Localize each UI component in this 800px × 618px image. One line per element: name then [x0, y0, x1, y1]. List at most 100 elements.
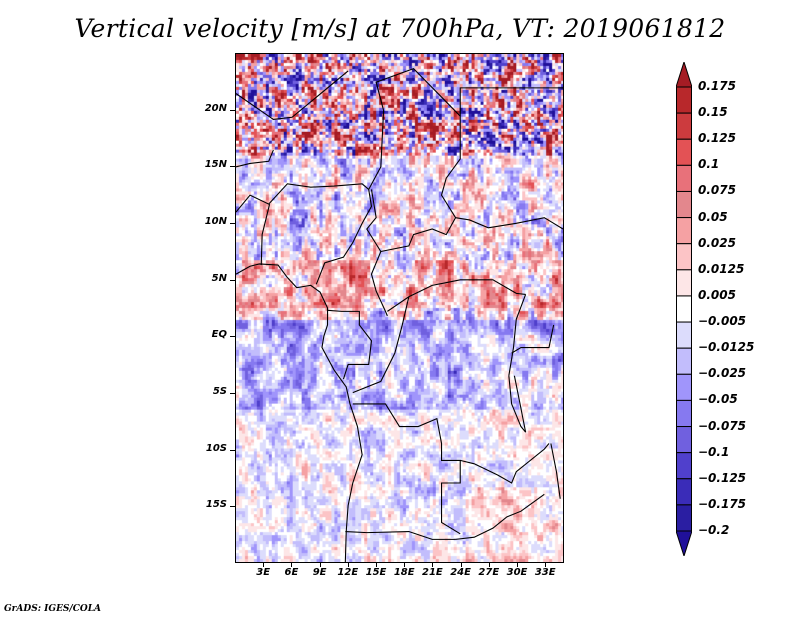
- border-line: [460, 443, 550, 484]
- border-line: [352, 403, 461, 535]
- border-line: [345, 530, 456, 540]
- colorbar-bottom-arrow: [676, 530, 692, 556]
- colorbar-label: 0.0125: [698, 261, 745, 276]
- border-line: [236, 183, 370, 213]
- colorbar-label: −0.05: [698, 392, 738, 407]
- lon-tick: [545, 563, 547, 567]
- colorbar-box: [676, 426, 692, 454]
- colorbar-label: −0.1: [698, 444, 730, 459]
- border-line: [508, 375, 527, 433]
- colorbar-box: [676, 399, 692, 428]
- colorbar-top-arrow: [676, 62, 692, 88]
- colorbar-box: [676, 373, 692, 401]
- colorbar-label: −0.125: [698, 470, 747, 485]
- lat-tick: [230, 166, 235, 168]
- border-line: [236, 149, 274, 168]
- border-line: [366, 189, 388, 317]
- lat-tick: [230, 223, 235, 224]
- border-line: [315, 189, 373, 285]
- lon-tick-label: 3E: [256, 567, 271, 578]
- map-plot-area: [235, 53, 564, 563]
- border-line: [368, 68, 461, 253]
- colorbar-box: [676, 295, 692, 323]
- lat-tick-label: 10N: [204, 216, 227, 227]
- colorbar-label: 0.075: [698, 183, 736, 198]
- lat-tick-label: 20N: [204, 102, 227, 114]
- colorbar-label: −0.2: [698, 523, 730, 537]
- border-line: [550, 443, 561, 499]
- colorbar-label: 0.125: [698, 131, 736, 146]
- lat-tick-label: 5N: [211, 272, 227, 284]
- lat-tick-label: 5S: [212, 386, 227, 397]
- lon-tick-label: 33E: [534, 567, 556, 578]
- lat-tick: [230, 109, 235, 111]
- colorbar-label: 0.15: [698, 105, 728, 120]
- colorbar-label: 0.1: [698, 157, 720, 172]
- lon-tick: [376, 563, 377, 567]
- colorbar-box: [676, 321, 692, 349]
- colorbar-label: 0.175: [698, 79, 736, 93]
- grads-credit: GrADS: IGES/COLA: [4, 604, 102, 614]
- lat-tick-label: 15N: [204, 159, 227, 171]
- lon-tick-label: 18E: [393, 567, 415, 578]
- colorbar-label: −0.025: [698, 366, 747, 381]
- border-line: [236, 263, 363, 562]
- colorbar-box: [676, 112, 692, 140]
- colorbar-box: [676, 478, 692, 506]
- lat-tick: [230, 279, 235, 281]
- colorbar-label: 0.05: [698, 209, 728, 224]
- colorbar-label: −0.175: [698, 496, 747, 511]
- lon-tick: [319, 563, 321, 567]
- border-line: [511, 324, 555, 354]
- colorbar-box: [676, 190, 692, 219]
- colorbar-box: [676, 164, 692, 192]
- lon-tick: [263, 563, 265, 567]
- border-line: [260, 203, 271, 266]
- border-line: [352, 296, 410, 394]
- colorbar-box: [676, 347, 692, 375]
- border-line: [387, 279, 526, 312]
- border-line: [236, 70, 349, 121]
- lat-tick: [230, 336, 235, 338]
- vertical-velocity-shaded-field: [236, 54, 563, 562]
- lon-tick-label: 24E: [450, 567, 471, 578]
- lon-tick: [460, 563, 462, 567]
- lon-tick: [404, 563, 406, 567]
- border-line: [455, 493, 545, 540]
- lon-tick-label: 15E: [365, 567, 387, 578]
- lat-tick-label: 15S: [205, 499, 227, 511]
- border-line: [459, 87, 563, 117]
- lon-tick-label: 6E: [284, 567, 299, 578]
- lon-tick: [432, 563, 434, 567]
- lat-tick: [230, 393, 235, 394]
- colorbar-box: [676, 86, 692, 114]
- lon-tick-label: 12E: [337, 567, 359, 578]
- country-borders: [236, 68, 563, 562]
- border-line: [327, 309, 373, 380]
- lon-tick-label: 30E: [506, 567, 528, 578]
- colorbar-label: 0.025: [698, 235, 736, 250]
- colorbar-box: [676, 217, 692, 245]
- lon-tick: [488, 563, 490, 567]
- colorbar: [676, 62, 692, 556]
- colorbar-label: 0.005: [698, 287, 736, 302]
- chart-title: Vertical velocity [m/s] at 700hPa, VT: 2…: [74, 14, 726, 43]
- colorbar-label: −0.005: [698, 314, 747, 329]
- colorbar-label: −0.075: [698, 418, 747, 433]
- lat-tick-label: 10S: [205, 442, 227, 454]
- colorbar-box: [676, 452, 692, 480]
- lat-tick: [230, 449, 235, 451]
- lon-tick-label: 27E: [478, 567, 500, 578]
- border-line: [508, 294, 527, 376]
- lat-tick: [230, 506, 235, 508]
- colorbar-label: −0.0125: [698, 340, 755, 355]
- lon-tick: [291, 563, 293, 567]
- lat-tick-label: EQ: [211, 329, 227, 341]
- lon-tick: [517, 563, 518, 567]
- border-line: [455, 217, 563, 230]
- lon-tick-label: 21E: [422, 567, 443, 578]
- colorbar-box: [676, 138, 692, 166]
- lon-tick-label: 9E: [312, 567, 327, 578]
- colorbar-box: [676, 243, 692, 271]
- colorbar-box: [676, 269, 692, 297]
